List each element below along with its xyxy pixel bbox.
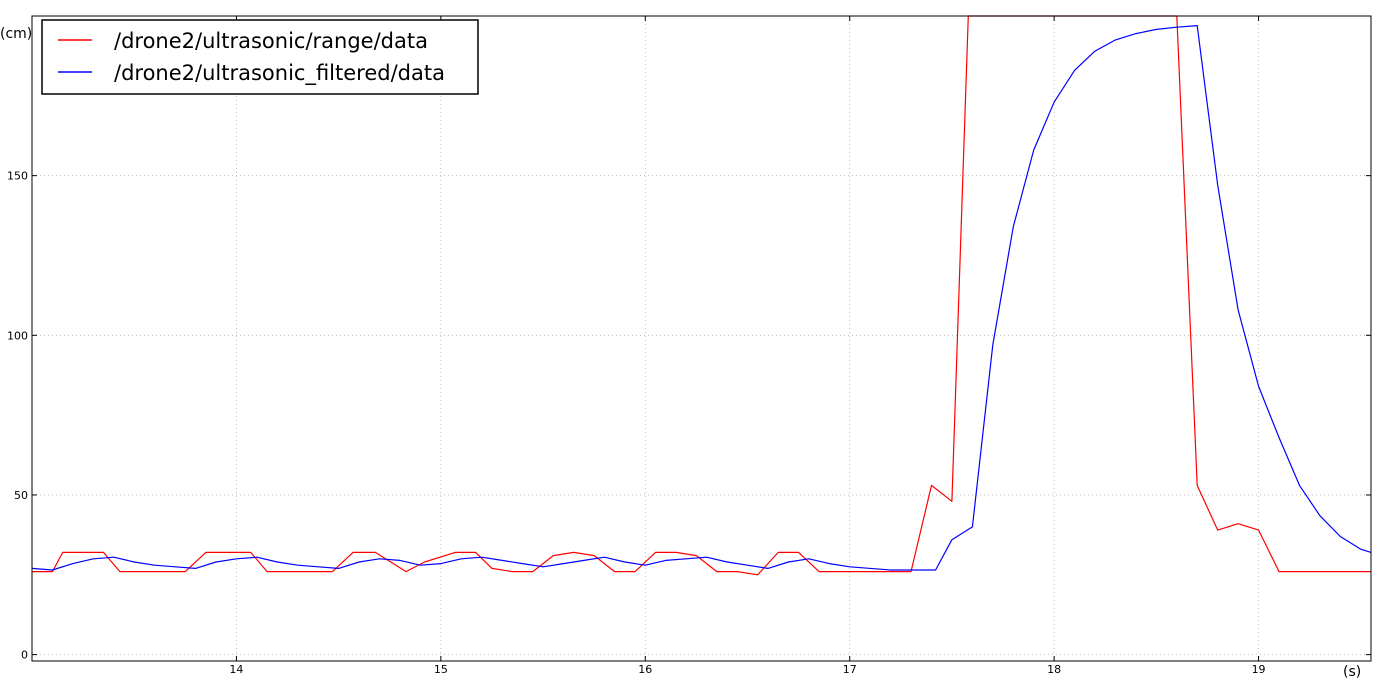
- y-tick-label: 0: [21, 649, 28, 662]
- axis-ticks: 14 15 16 17 18 19 0 50 100 150: [7, 16, 1371, 676]
- x-tick-label: 17: [843, 663, 857, 676]
- legend: /drone2/ultrasonic/range/data /drone2/ul…: [41, 19, 479, 95]
- legend-box: [41, 19, 479, 95]
- x-tick-label: 16: [638, 663, 652, 676]
- legend-label-range: /drone2/ultrasonic/range/data: [114, 29, 428, 53]
- x-tick-label: 19: [1252, 663, 1266, 676]
- y-tick-label: 100: [7, 329, 28, 342]
- plot-frame: [31, 15, 1372, 662]
- x-tick-label: 15: [434, 663, 448, 676]
- series-line-filtered: [31, 25, 1372, 571]
- y-axis-label: (cm): [0, 26, 32, 42]
- grid: [32, 16, 1371, 661]
- legend-label-filtered: /drone2/ultrasonic_filtered/data: [114, 61, 445, 86]
- y-tick-label: 50: [14, 489, 28, 502]
- x-tick-label: 14: [229, 663, 243, 676]
- plot-series: [31, 15, 1372, 576]
- x-tick-label: 18: [1047, 663, 1061, 676]
- series-line-range: [32, 15, 1371, 576]
- y-tick-label: 150: [7, 170, 28, 183]
- x-axis-label: (s): [1343, 664, 1361, 680]
